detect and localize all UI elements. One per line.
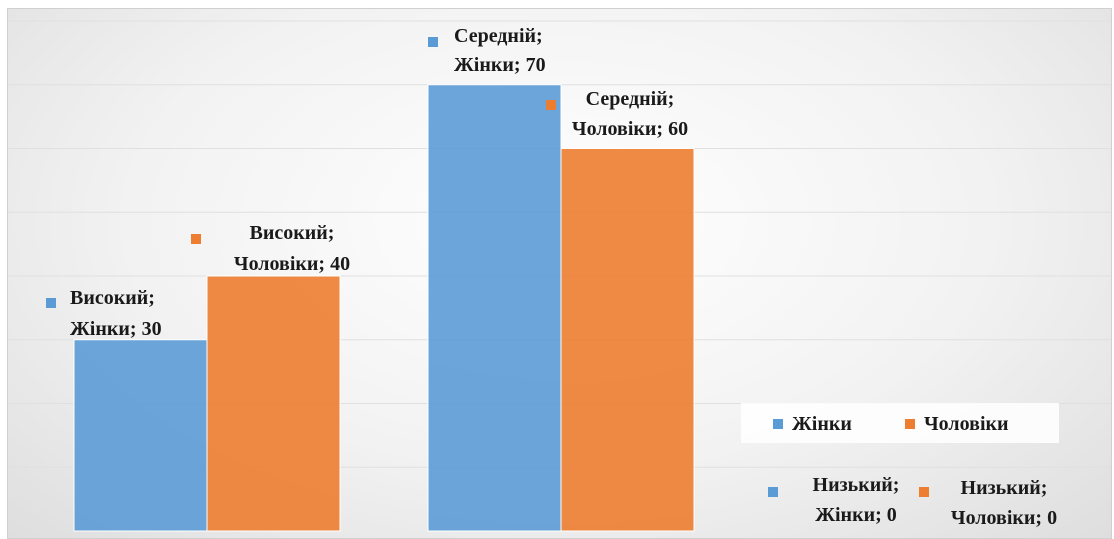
legend-swatch-choloviky <box>905 419 915 429</box>
data-label-line: Високий; <box>250 222 335 244</box>
data-label-line: Низький; <box>961 477 1048 499</box>
data-label-line: Жінки; 70 <box>454 54 546 76</box>
data-label-swatch <box>191 234 201 244</box>
data-label-zhinky-2: Низький; Жінки; 0 <box>768 474 899 526</box>
bar-chart: Високий; Жінки; 30 Середній; Жінки; 70 Низьк… <box>8 20 1111 532</box>
data-label-swatch <box>546 100 556 110</box>
data-label-zhinky-0: Високий; Жінки; 30 <box>46 287 162 340</box>
data-labels: Високий; Жінки; 30 Середній; Жінки; 70 Низьк… <box>46 25 1057 529</box>
data-label-swatch <box>428 37 438 47</box>
data-label-line: Чоловіки; 60 <box>572 118 688 140</box>
data-label-line: Низький; <box>813 474 900 496</box>
bar-zhinky-0 <box>73 339 208 532</box>
data-label-swatch <box>46 298 56 308</box>
data-label-swatch <box>768 487 778 497</box>
legend-box <box>741 403 1059 443</box>
data-label-line: Високий; <box>70 287 155 309</box>
legend-swatch-zhinky <box>773 419 783 429</box>
data-label-line: Жінки; 0 <box>815 504 897 526</box>
bar-choloviky-0 <box>206 275 341 532</box>
data-label-line: Середній; <box>586 88 675 110</box>
data-label-line: Жінки; 30 <box>70 318 162 340</box>
data-label-line: Середній; <box>454 25 543 47</box>
chart-area: Високий; Жінки; 30 Середній; Жінки; 70 Низьк… <box>7 8 1112 539</box>
data-label-choloviky-1: Середній; Чоловіки; 60 <box>546 88 688 140</box>
data-label-line: Чоловіки; 0 <box>951 507 1057 529</box>
bars <box>73 84 695 532</box>
bar-zhinky-1 <box>427 84 562 532</box>
legend-label-zhinky: Жінки <box>792 413 852 435</box>
data-label-swatch <box>919 487 929 497</box>
data-label-choloviky-2: Низький; Чоловіки; 0 <box>919 477 1057 529</box>
legend-label-choloviky: Чоловіки <box>924 413 1009 435</box>
data-label-zhinky-1: Середній; Жінки; 70 <box>428 25 546 76</box>
data-label-choloviky-0: Високий; Чоловіки; 40 <box>191 222 350 275</box>
legend: Жінки Чоловіки <box>741 403 1059 443</box>
bar-choloviky-1 <box>560 148 695 532</box>
data-label-line: Чоловіки; 40 <box>234 253 350 275</box>
